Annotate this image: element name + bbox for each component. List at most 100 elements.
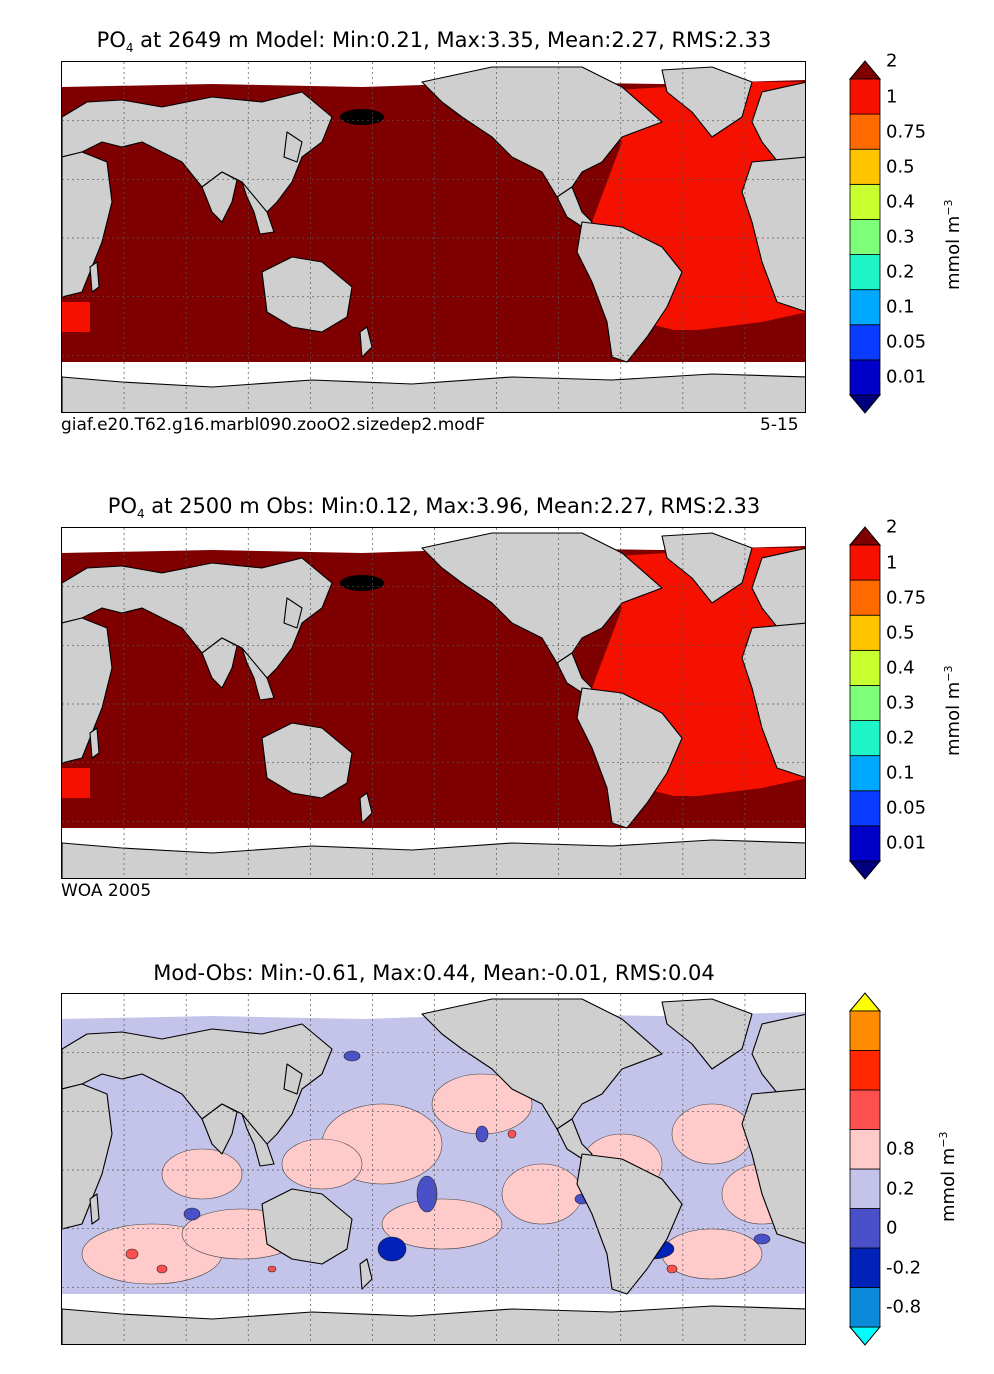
missing-data-area	[62, 362, 805, 389]
land-japan	[283, 1063, 303, 1095]
missing-data-area	[62, 1294, 805, 1321]
colorbar-tick-label: 0.05	[886, 331, 927, 353]
land-africa	[62, 151, 113, 298]
colorbar-segment	[849, 685, 881, 721]
land-madagascar	[89, 727, 100, 759]
colorbar-canvas	[848, 526, 882, 880]
colorbar-tick-label: 0.5	[886, 622, 915, 644]
strong-positive-anomaly-patch	[666, 1264, 678, 1274]
colorbar-tick-label: 0.8	[886, 1138, 915, 1160]
panel1-colorbar-units: mmol m−3	[942, 199, 964, 290]
colorbar-segment	[849, 113, 881, 150]
land-se-asia	[241, 1113, 275, 1167]
colorbar-tick-label: 1	[886, 86, 898, 108]
panel1-caption-left: giaf.e20.T62.g16.marbl090.zooO2.sizedep2…	[61, 415, 486, 435]
colorbar-tick-label: 0.75	[886, 587, 927, 609]
strong-positive-anomaly-patch	[156, 1264, 168, 1274]
land-south-america	[576, 687, 683, 829]
colorbar-extend-bottom	[848, 860, 882, 880]
map-canvas	[62, 994, 805, 1344]
colorbar-segment	[849, 544, 881, 581]
positive-anomaly-patch	[281, 1138, 363, 1190]
colorbar-tick-label: 1	[886, 552, 898, 574]
land-africa-east	[741, 156, 805, 312]
colorbar-segment	[849, 614, 881, 651]
colorbar-tick-label: 0.1	[886, 296, 915, 318]
panel1-colorbar	[848, 60, 882, 414]
colorbar-segment	[849, 219, 881, 255]
negative-anomaly-patch	[377, 1236, 407, 1262]
land-new-zealand	[359, 326, 373, 358]
colorbar-segment	[849, 720, 881, 757]
positive-anomaly-patch	[661, 1228, 763, 1280]
colorbar-tick-label: 2	[886, 50, 898, 72]
panel1-map	[61, 61, 806, 413]
colorbar-segment	[849, 289, 881, 326]
land-se-asia	[241, 181, 275, 235]
panel3-title: Mod-Obs: Min:-0.61, Max:0.44, Mean:-0.01…	[153, 961, 715, 985]
land-africa-east	[741, 1088, 805, 1244]
panel2-caption-left: WOA 2005	[61, 881, 152, 901]
positive-anomaly-patch	[671, 1103, 753, 1165]
land-new-zealand	[359, 792, 373, 824]
colorbar-tick-label: 0.2	[886, 727, 915, 749]
negative-anomaly-patch	[416, 1175, 438, 1213]
colorbar-tick-label: 0.01	[886, 832, 927, 854]
colorbar-segment	[849, 1010, 881, 1051]
colorbar-segment	[849, 1050, 881, 1091]
colorbar-extend-top	[848, 60, 882, 80]
colorbar-segment	[849, 790, 881, 827]
north-pacific-min-patch	[340, 109, 384, 125]
land-madagascar	[89, 1193, 100, 1225]
colorbar-tick-label: 0.05	[886, 797, 927, 819]
indian-west-patch	[62, 302, 90, 332]
panel1-title: PO4 at 2649 m Model: Min:0.21, Max:3.35,…	[96, 28, 772, 56]
colorbar-extend-top	[848, 992, 882, 1012]
colorbar-segment	[849, 1208, 881, 1249]
positive-anomaly-patch	[161, 1148, 243, 1200]
land-se-asia	[241, 647, 275, 701]
land-australia	[261, 1188, 353, 1265]
land-south-america	[576, 1153, 683, 1295]
north-pacific-min-patch	[340, 575, 384, 591]
land-japan	[283, 597, 303, 629]
missing-data-area	[62, 528, 805, 553]
colorbar-segment	[849, 1247, 881, 1288]
colorbar-tick-label: 2	[886, 516, 898, 538]
panel3-colorbar	[848, 992, 882, 1346]
land-antarctica	[62, 1305, 805, 1344]
land-central-america	[556, 186, 593, 231]
colorbar-segment	[849, 148, 881, 185]
land-central-america	[556, 652, 593, 697]
colorbar-canvas	[848, 60, 882, 414]
panel1-caption-right: 5-15	[760, 415, 799, 435]
land-africa	[62, 617, 113, 764]
colorbar-segment	[849, 649, 881, 686]
colorbar-segment	[849, 183, 881, 220]
panel2-map	[61, 527, 806, 879]
land-antarctica	[62, 373, 805, 412]
missing-data-area	[62, 828, 805, 855]
missing-data-area	[62, 994, 805, 1019]
colorbar-segment	[849, 825, 881, 862]
colorbar-tick-label: 0.75	[886, 121, 927, 143]
strong-positive-anomaly-patch	[267, 1265, 277, 1273]
land-australia	[261, 256, 353, 333]
land-india	[201, 1103, 238, 1155]
land-australia	[261, 722, 353, 799]
land-greenland	[661, 998, 753, 1070]
panel2-colorbar	[848, 526, 882, 880]
negative-anomaly-patch	[753, 1233, 771, 1245]
positive-anomaly-patch	[501, 1163, 583, 1225]
colorbar-tick-label: 0.2	[886, 1178, 915, 1200]
colorbar-tick-label: 0.4	[886, 191, 915, 213]
land-greenland	[661, 532, 753, 604]
map-canvas	[62, 528, 805, 878]
land-japan	[283, 131, 303, 163]
colorbar-tick-label: 0.3	[886, 692, 915, 714]
colorbar-segment	[849, 324, 881, 361]
strong-positive-anomaly-patch	[507, 1129, 517, 1139]
colorbar-tick-label: 0.5	[886, 156, 915, 178]
colorbar-tick-label: 0	[886, 1217, 898, 1239]
land-africa-east	[741, 622, 805, 778]
